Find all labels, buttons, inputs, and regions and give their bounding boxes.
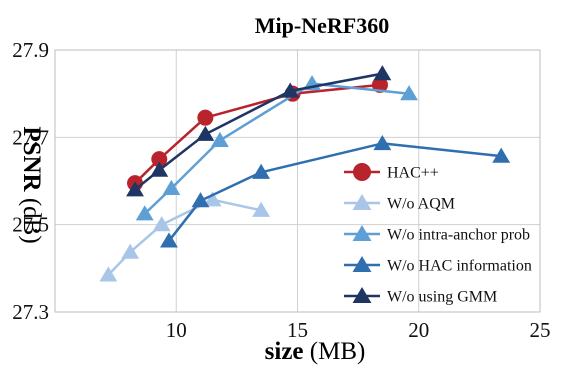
- legend-marker: [353, 163, 371, 181]
- legend-marker: [352, 287, 372, 304]
- data-point: [197, 109, 214, 126]
- data-point: [492, 147, 511, 163]
- data-point: [150, 161, 169, 177]
- legend-item: W/o intra-anchor prob: [344, 225, 530, 244]
- plot-frame: [54, 49, 541, 313]
- series-4: [160, 134, 511, 248]
- series-line: [134, 83, 381, 185]
- y-tick-labels: 27.3 27.5 27.7 27.9: [12, 38, 49, 324]
- legend-item: W/o using GMM: [344, 287, 497, 306]
- x-axis-title-unit: (MB): [304, 338, 366, 365]
- data-point: [373, 65, 392, 81]
- x-tick-label: 20: [408, 318, 429, 342]
- series-layer: [99, 65, 511, 282]
- data-point: [252, 163, 271, 179]
- legend-label: HAC++: [387, 165, 439, 182]
- y-tick-label: 27.5: [12, 213, 49, 237]
- legend-label: W/o intra-anchor prob: [387, 227, 530, 244]
- y-axis-title-main: PSNR: [18, 126, 45, 192]
- data-point: [371, 76, 388, 93]
- y-axis-title-unit: (dB): [18, 192, 45, 244]
- data-point: [121, 243, 140, 259]
- legend-marker: [352, 194, 372, 211]
- series-line: [143, 82, 410, 215]
- data-point: [160, 232, 178, 248]
- data-point: [126, 181, 144, 197]
- legend-item: W/o AQM: [344, 194, 455, 213]
- series-line: [107, 198, 262, 276]
- data-point: [281, 82, 300, 98]
- legend-marker: [352, 256, 372, 273]
- legend-item: HAC++: [344, 163, 439, 182]
- legend-marker: [352, 225, 372, 242]
- x-axis-title: size (MB): [265, 338, 366, 365]
- data-point: [162, 179, 181, 196]
- y-tick-label: 27.3: [12, 300, 49, 324]
- y-tick-label: 27.7: [12, 125, 49, 149]
- legend: HAC++ W/o AQM W/o intra-anchor prob W/o HAC…: [344, 163, 532, 306]
- data-point: [151, 151, 168, 168]
- x-tick-labels: 10 15 20 25: [166, 318, 551, 342]
- x-axis-title-main: size: [265, 338, 304, 365]
- data-point: [252, 201, 271, 217]
- data-point: [373, 134, 392, 151]
- legend-label: W/o HAC information: [387, 258, 532, 275]
- legend-label: W/o AQM: [387, 196, 455, 213]
- data-point: [191, 192, 210, 208]
- y-tick-label: 27.9: [12, 38, 49, 62]
- legend-item: W/o HAC information: [344, 256, 532, 275]
- x-tick-label: 25: [530, 318, 551, 342]
- data-point: [400, 85, 418, 101]
- x-tick-label: 15: [287, 318, 308, 342]
- data-point: [203, 191, 222, 207]
- y-axis-title: PSNR (dB): [18, 126, 45, 243]
- data-point: [152, 216, 171, 232]
- series-2: [99, 191, 271, 282]
- x-tick-label: 10: [166, 318, 187, 342]
- data-point: [135, 205, 154, 221]
- legend-label: W/o using GMM: [387, 289, 497, 306]
- series-5: [126, 65, 392, 197]
- chart-title: Mip-NeRF360: [255, 13, 389, 38]
- series-3: [135, 75, 418, 221]
- data-point: [210, 131, 229, 148]
- data-point: [99, 266, 118, 282]
- data-point: [196, 125, 215, 141]
